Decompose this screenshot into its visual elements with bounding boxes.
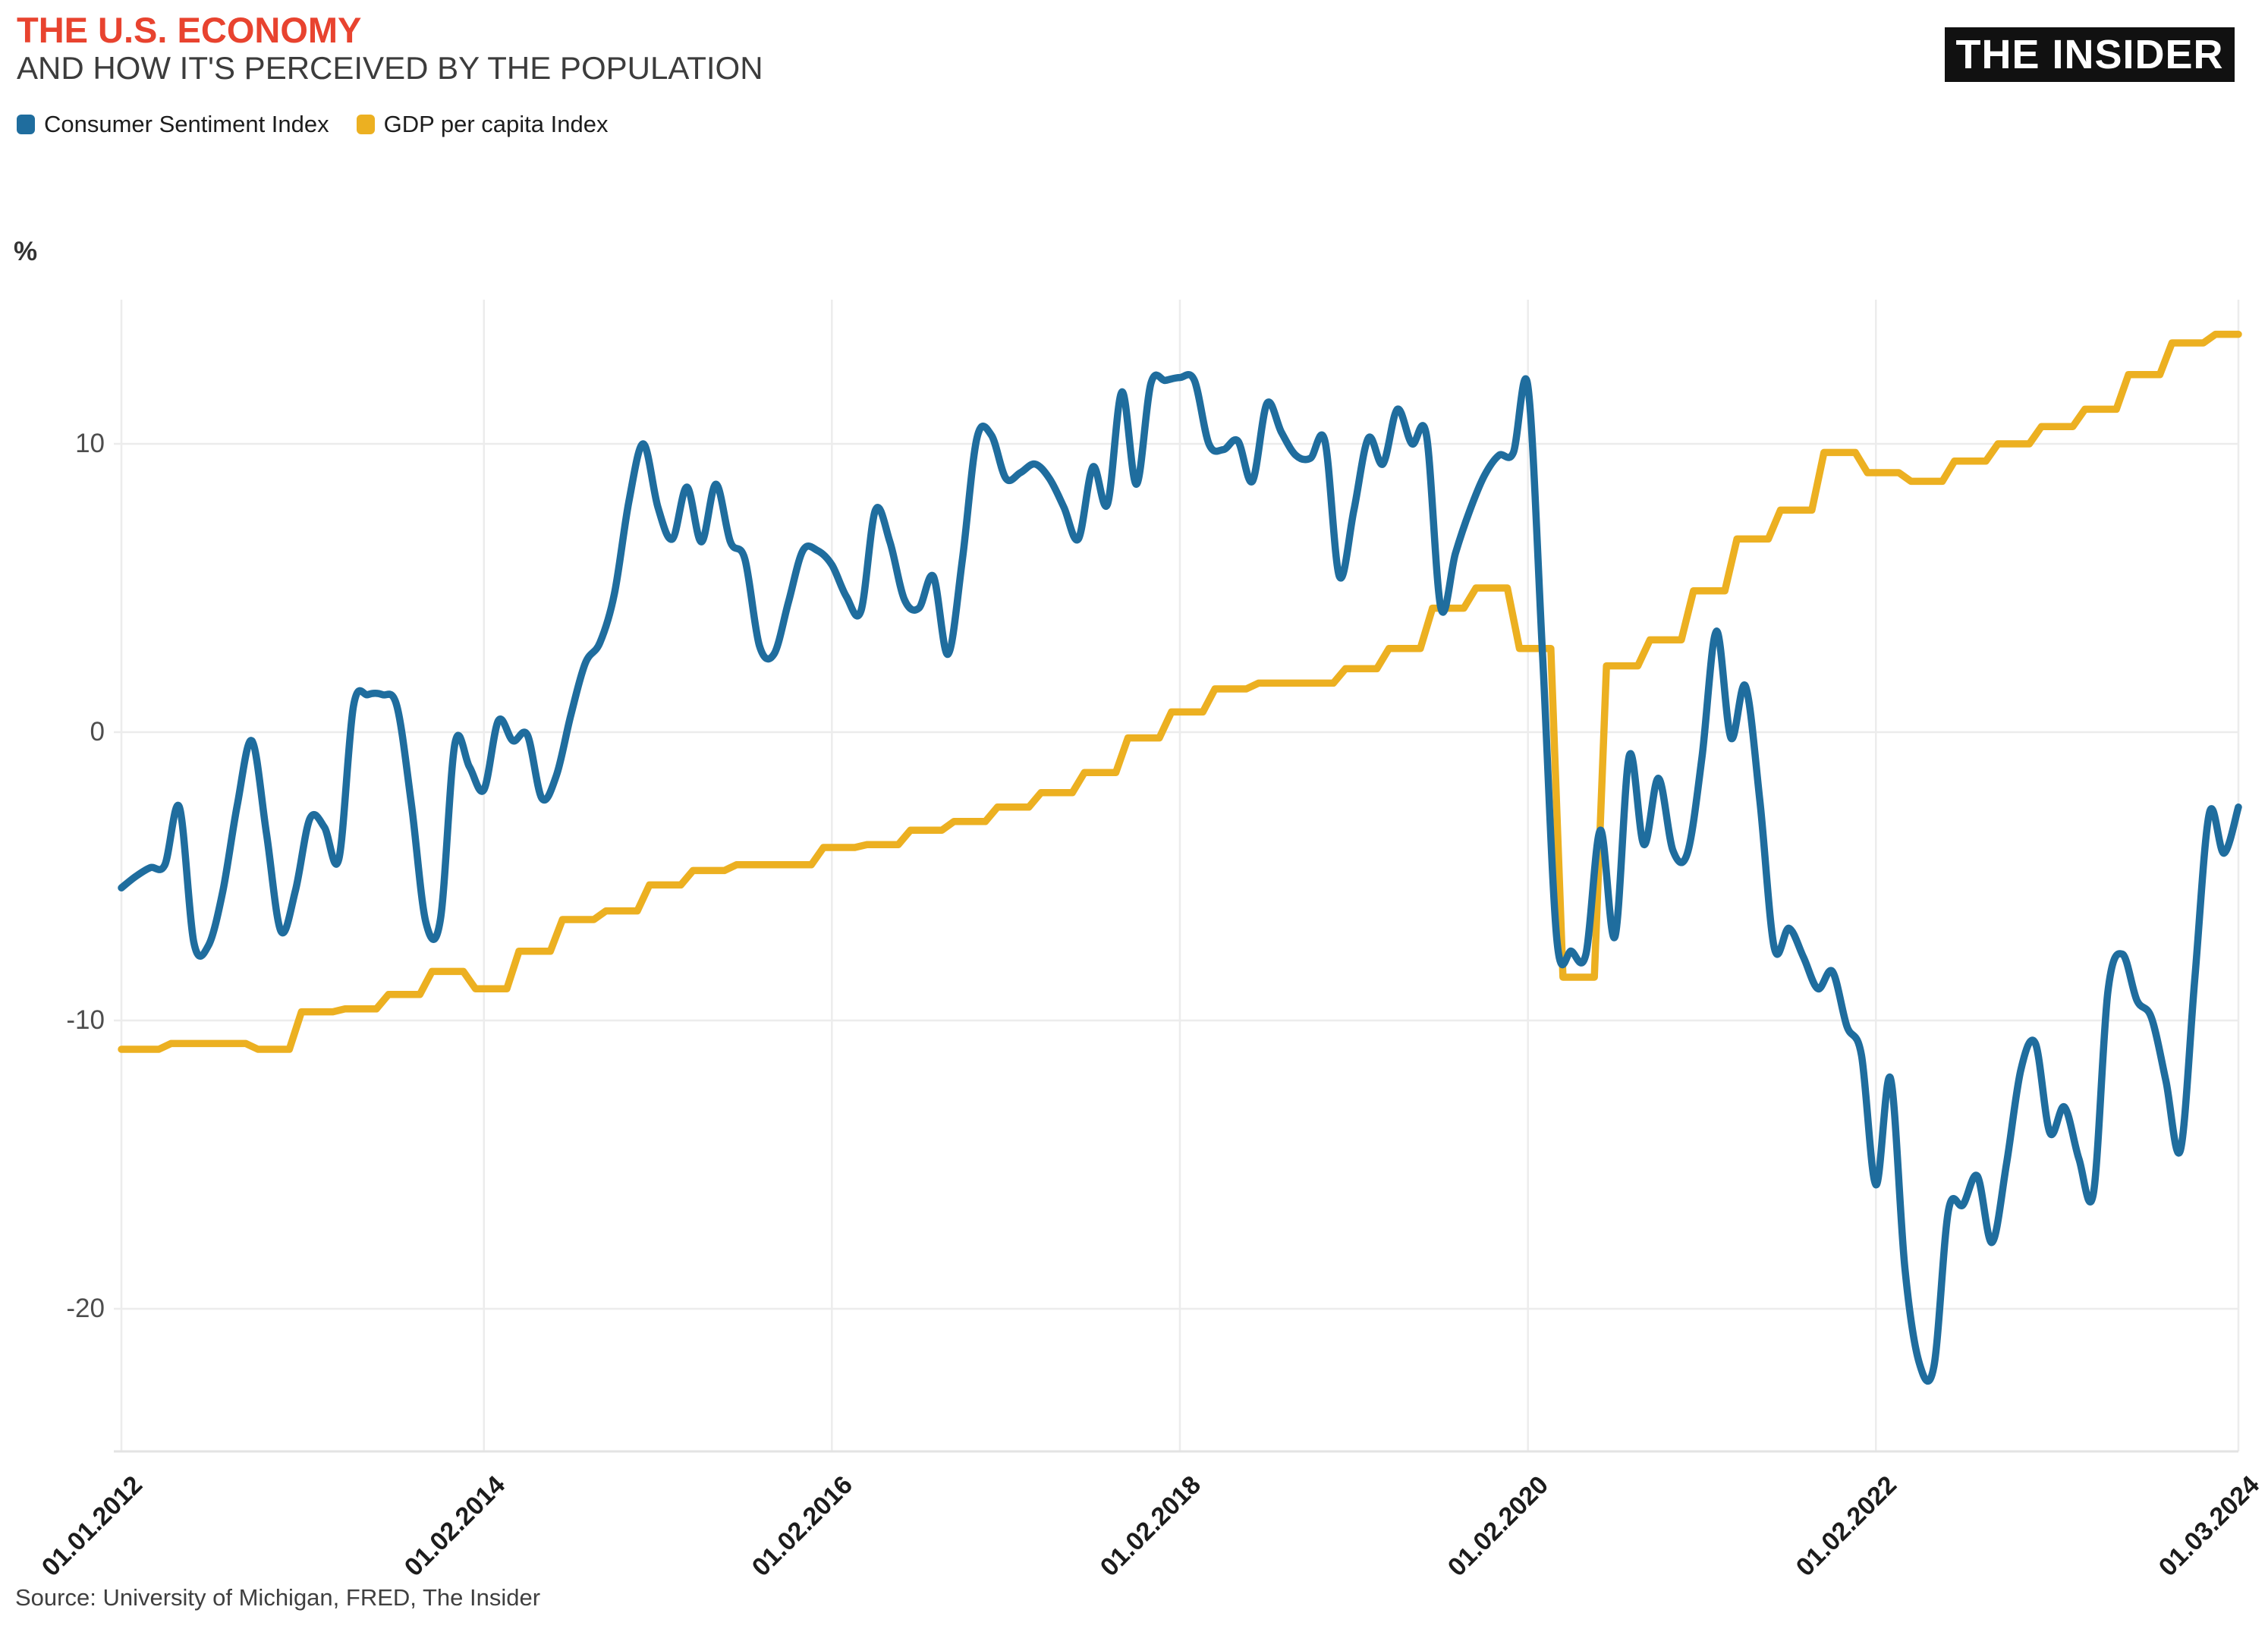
source-note: Source: University of Michigan, FRED, Th… [15,1584,541,1611]
y-tick-label: 0 [90,717,105,747]
legend-swatch-icon [17,115,35,134]
legend-swatch-icon [356,115,375,134]
gdp-per-capita-line [118,330,2242,1053]
the-insider-logo: THE INSIDER [1945,27,2235,82]
logo-text: THE INSIDER [1955,32,2224,77]
legend-label: GDP per capita Index [383,111,609,137]
y-tick-label: -20 [66,1294,105,1323]
legend-label: Consumer Sentiment Index [44,111,329,137]
legend-item-0: Consumer Sentiment Index [17,111,329,138]
consumer-sentiment-line [118,371,2242,1385]
page-title: THE U.S. ECONOMY [17,10,362,50]
y-tick-label: 10 [75,429,105,458]
page-subtitle: AND HOW IT'S PERCEIVED BY THE POPULATION [17,50,763,86]
y-axis-unit-label: % [14,237,38,266]
chart-legend: Consumer Sentiment Index GDP per capita I… [17,111,608,138]
legend-item-1: GDP per capita Index [356,111,609,138]
y-tick-label: -10 [66,1005,105,1035]
